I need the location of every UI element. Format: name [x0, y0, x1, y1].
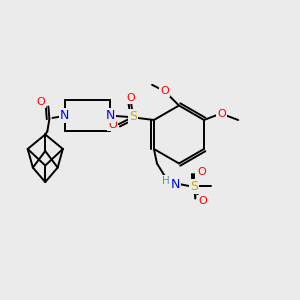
Text: O: O — [37, 98, 46, 107]
Text: N: N — [60, 110, 70, 122]
Text: N: N — [106, 110, 115, 122]
Text: N: N — [171, 178, 180, 190]
Text: O: O — [198, 196, 207, 206]
Text: O: O — [197, 167, 206, 177]
Text: O: O — [108, 120, 117, 130]
Text: S: S — [129, 110, 137, 123]
Text: S: S — [190, 180, 198, 193]
Text: H: H — [162, 176, 170, 186]
Text: O: O — [127, 93, 136, 103]
Text: O: O — [160, 86, 169, 96]
Text: O: O — [217, 109, 226, 119]
